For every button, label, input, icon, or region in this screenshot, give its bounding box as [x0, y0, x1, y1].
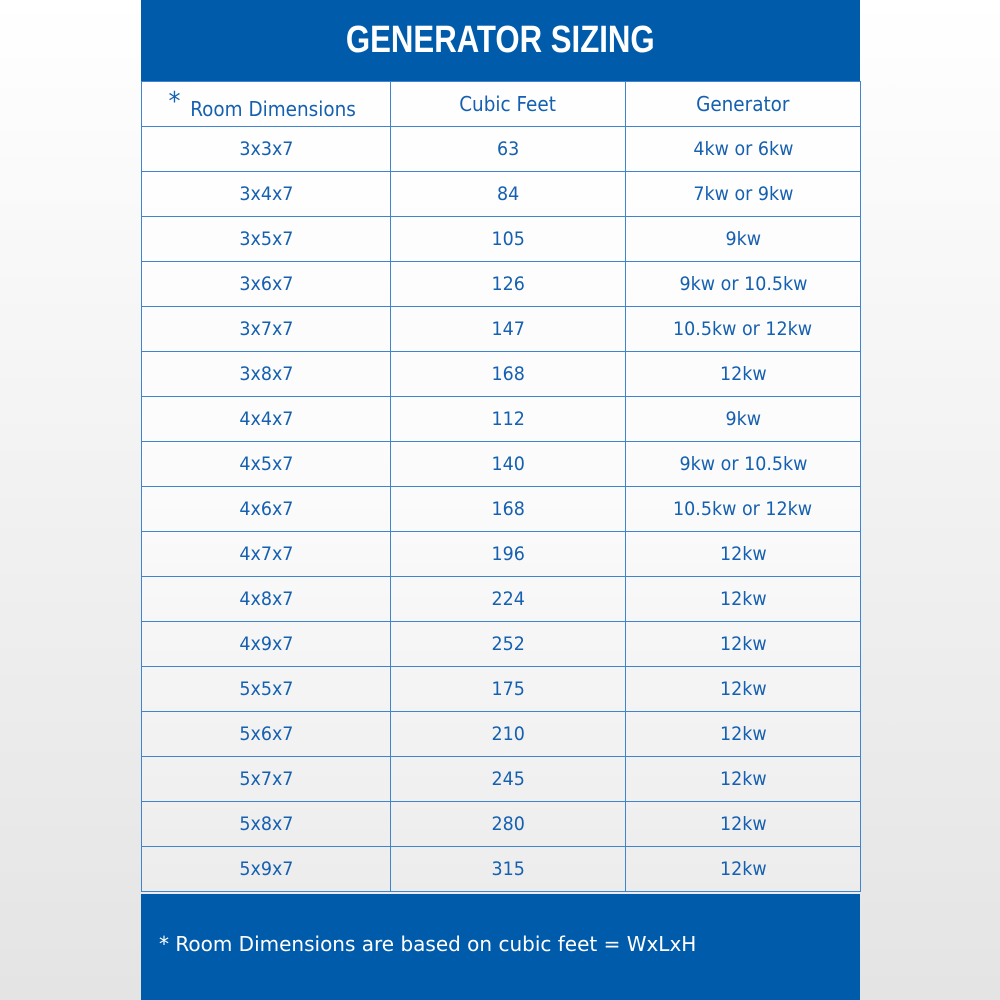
generator-cell: 9kw: [625, 396, 861, 442]
room-dimensions-cell: 5x9x7: [141, 846, 391, 892]
cubic-feet-cell: 210: [390, 711, 626, 757]
page-title: GENERATOR SIZING: [346, 19, 655, 61]
generator-cell: 12kw: [625, 801, 861, 847]
header-generator: Generator: [625, 81, 861, 127]
generator-cell: 7kw or 9kw: [625, 171, 861, 217]
room-dimensions-cell: 3x8x7: [141, 351, 391, 397]
table-row: 4x5x7 140 9kw or 10.5kw: [141, 441, 861, 487]
sizing-table: * Room Dimensions Cubic Feet Generator 3x…: [141, 81, 861, 892]
generator-cell: 9kw or 10.5kw: [625, 441, 861, 487]
room-dimensions-cell: 4x5x7: [141, 441, 391, 487]
room-dimensions-cell: 4x6x7: [141, 486, 391, 532]
generator-cell: 12kw: [625, 666, 861, 712]
table-row: 3x3x7 63 4kw or 6kw: [141, 126, 861, 172]
table-row: 5x5x7 175 12kw: [141, 666, 861, 712]
room-dimensions-cell: 3x5x7: [141, 216, 391, 262]
generator-cell: 12kw: [625, 351, 861, 397]
table-row: 5x8x7 280 12kw: [141, 801, 861, 847]
room-dimensions-cell: 5x7x7: [141, 756, 391, 802]
cubic-feet-cell: 175: [390, 666, 626, 712]
table-row: 4x6x7 168 10.5kw or 12kw: [141, 486, 861, 532]
generator-cell: 12kw: [625, 756, 861, 802]
generator-cell: 12kw: [625, 576, 861, 622]
generator-cell: 9kw: [625, 216, 861, 262]
table-row: 4x8x7 224 12kw: [141, 576, 861, 622]
cubic-feet-cell: 252: [390, 621, 626, 667]
generator-cell: 12kw: [625, 621, 861, 667]
table-row: 5x6x7 210 12kw: [141, 711, 861, 757]
header-room-dimensions: * Room Dimensions: [141, 81, 391, 127]
room-dimensions-cell: 4x9x7: [141, 621, 391, 667]
cubic-feet-cell: 168: [390, 486, 626, 532]
footer: * Room Dimensions are based on cubic fee…: [141, 894, 860, 1000]
generator-cell: 9kw or 10.5kw: [625, 261, 861, 307]
generator-cell: 10.5kw or 12kw: [625, 486, 861, 532]
table-row: 3x5x7 105 9kw: [141, 216, 861, 262]
room-dimensions-cell: 5x6x7: [141, 711, 391, 757]
table-row: 3x7x7 147 10.5kw or 12kw: [141, 306, 861, 352]
generator-cell: 12kw: [625, 711, 861, 757]
generator-sizing-panel: GENERATOR SIZING * Room Dimensions Cubic …: [141, 0, 861, 1000]
cubic-feet-cell: 140: [390, 441, 626, 487]
cubic-feet-cell: 315: [390, 846, 626, 892]
cubic-feet-cell: 112: [390, 396, 626, 442]
header-cubic-feet: Cubic Feet: [390, 81, 626, 127]
room-dimensions-cell: 3x3x7: [141, 126, 391, 172]
room-dimensions-cell: 4x4x7: [141, 396, 391, 442]
title-bar: GENERATOR SIZING: [141, 0, 860, 81]
cubic-feet-cell: 126: [390, 261, 626, 307]
table-row: 3x4x7 84 7kw or 9kw: [141, 171, 861, 217]
room-dimensions-cell: 5x5x7: [141, 666, 391, 712]
cubic-feet-cell: 196: [390, 531, 626, 577]
generator-cell: 4kw or 6kw: [625, 126, 861, 172]
generator-cell: 12kw: [625, 846, 861, 892]
room-dimensions-cell: 4x8x7: [141, 576, 391, 622]
cubic-feet-cell: 84: [390, 171, 626, 217]
table-row: 4x7x7 196 12kw: [141, 531, 861, 577]
generator-cell: 12kw: [625, 531, 861, 577]
table-row: 3x8x7 168 12kw: [141, 351, 861, 397]
table-row: 5x9x7 315 12kw: [141, 846, 861, 892]
generator-cell: 10.5kw or 12kw: [625, 306, 861, 352]
room-dimensions-cell: 4x7x7: [141, 531, 391, 577]
table-row: 3x6x7 126 9kw or 10.5kw: [141, 261, 861, 307]
room-dimensions-cell: 5x8x7: [141, 801, 391, 847]
cubic-feet-cell: 105: [390, 216, 626, 262]
cubic-feet-cell: 245: [390, 756, 626, 802]
cubic-feet-cell: 168: [390, 351, 626, 397]
footnote: * Room Dimensions are based on cubic fee…: [159, 932, 697, 956]
table-row: 4x9x7 252 12kw: [141, 621, 861, 667]
cubic-feet-cell: 147: [390, 306, 626, 352]
table-row: 5x7x7 245 12kw: [141, 756, 861, 802]
room-dimensions-cell: 3x6x7: [141, 261, 391, 307]
table-row: 4x4x7 112 9kw: [141, 396, 861, 442]
cubic-feet-cell: 280: [390, 801, 626, 847]
room-dimensions-cell: 3x7x7: [141, 306, 391, 352]
cubic-feet-cell: 63: [390, 126, 626, 172]
cubic-feet-cell: 224: [390, 576, 626, 622]
asterisk-marker: *: [168, 87, 181, 117]
room-dimensions-cell: 3x4x7: [141, 171, 391, 217]
table-header-row: * Room Dimensions Cubic Feet Generator: [141, 81, 861, 127]
